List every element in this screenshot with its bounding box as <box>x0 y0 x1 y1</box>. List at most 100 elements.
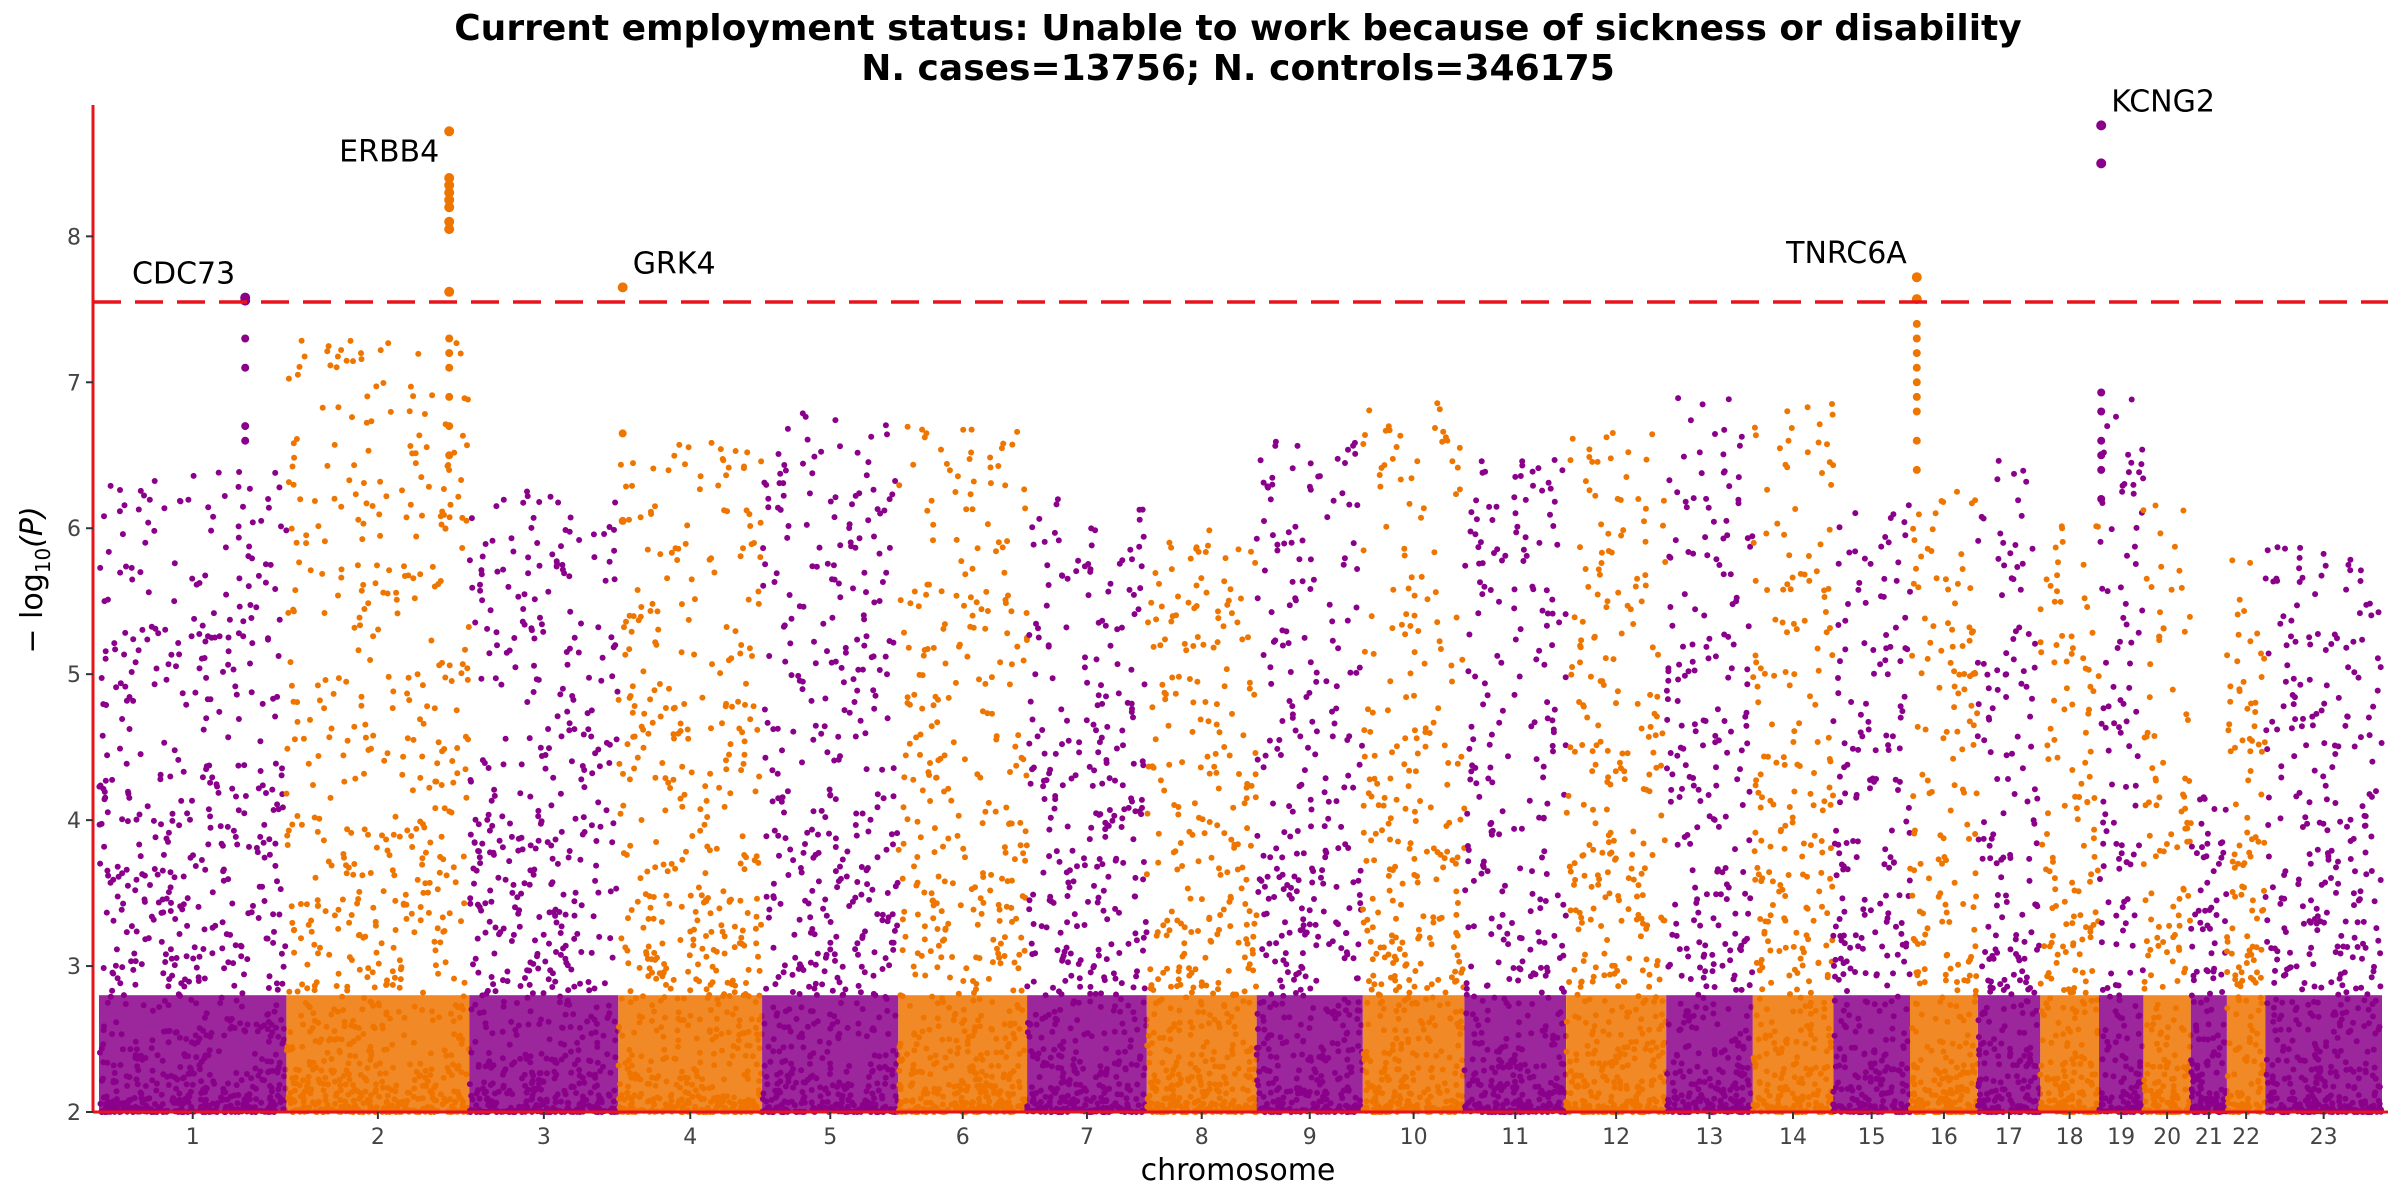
snp-point <box>180 901 187 908</box>
snp-point <box>702 870 709 877</box>
snp-point <box>225 634 232 641</box>
snp-point <box>167 908 174 914</box>
snp-point <box>369 969 376 976</box>
snp-point <box>1026 740 1033 747</box>
snp-point <box>930 915 937 922</box>
snp-point <box>439 914 446 921</box>
snp-point <box>756 967 763 974</box>
snp-point <box>723 472 730 479</box>
snp-point <box>662 705 669 711</box>
snp-point <box>911 588 918 595</box>
snp-point <box>396 957 403 964</box>
snp-point <box>1040 777 1047 784</box>
snp-point <box>1253 983 1259 990</box>
snp-point <box>207 813 214 820</box>
snp-point <box>180 873 187 880</box>
snp-point <box>357 622 363 629</box>
snp-point <box>884 671 890 678</box>
snp-point <box>731 944 738 951</box>
snp-point <box>752 925 759 932</box>
snp-point <box>963 506 970 513</box>
snp-point <box>721 803 728 810</box>
snp-point <box>869 886 876 893</box>
snp-point <box>1179 953 1186 960</box>
snp-point <box>478 571 485 578</box>
snp-point <box>1046 826 1053 833</box>
snp-point <box>1195 928 1201 934</box>
snp-point <box>1221 744 1228 750</box>
snp-point <box>590 531 597 538</box>
snp-point <box>1137 585 1144 592</box>
snp-point <box>699 945 706 952</box>
snp-point <box>1100 907 1107 914</box>
snp-point <box>685 735 692 742</box>
snp-point <box>758 921 764 928</box>
snp-point <box>725 464 732 471</box>
snp-point <box>731 989 738 996</box>
snp-point <box>358 702 365 709</box>
snp-point <box>175 756 182 763</box>
snp-point <box>165 983 172 990</box>
snp-point <box>416 432 423 439</box>
snp-point <box>886 544 893 551</box>
snp-point <box>717 670 724 677</box>
snp-point <box>740 465 747 472</box>
snp-point <box>1210 644 1217 651</box>
snp-point <box>723 766 730 773</box>
snp-point <box>864 881 871 888</box>
snp-point <box>617 810 624 817</box>
snp-point <box>835 733 842 740</box>
snp-point <box>947 974 953 981</box>
snp-point <box>695 961 701 968</box>
snp-point <box>720 888 727 895</box>
snp-point <box>1215 979 1222 986</box>
snp-point <box>293 436 300 442</box>
snp-point <box>643 949 650 955</box>
snp-point <box>879 766 886 773</box>
snp-point <box>1139 758 1146 765</box>
snp-point <box>424 703 431 710</box>
snp-point <box>1215 615 1222 622</box>
snp-point <box>489 537 496 544</box>
snp-point <box>510 931 517 938</box>
snp-point <box>1130 591 1137 598</box>
snp-point <box>1023 772 1030 779</box>
snp-point <box>212 922 219 929</box>
snp-point <box>911 863 917 870</box>
snp-point <box>294 813 301 819</box>
snp-point <box>1093 656 1100 663</box>
snp-point <box>1052 793 1059 799</box>
snp-point <box>807 929 814 936</box>
snp-point <box>558 543 564 550</box>
snp-point <box>1186 676 1193 682</box>
snp-point <box>918 952 925 959</box>
snp-point <box>571 983 578 990</box>
snp-point <box>417 917 424 924</box>
snp-point <box>160 970 167 977</box>
snp-point <box>579 831 586 838</box>
snp-point <box>799 678 806 685</box>
snp-point <box>406 408 413 415</box>
snp-point <box>419 682 426 689</box>
snp-point <box>822 954 829 961</box>
snp-point <box>195 974 202 981</box>
snp-point <box>124 818 131 825</box>
snp-point <box>824 648 830 655</box>
snp-point <box>296 559 303 566</box>
snp-point <box>160 909 167 916</box>
snp-point <box>264 935 271 942</box>
snp-point <box>121 651 128 658</box>
snp-point <box>1083 717 1090 724</box>
snp-point <box>800 849 807 856</box>
snp-point <box>762 561 769 568</box>
snp-point <box>1139 804 1145 811</box>
snp-point <box>747 716 754 723</box>
snp-point <box>402 891 409 898</box>
snp-point <box>763 833 770 840</box>
snp-point <box>315 950 321 957</box>
snp-point <box>485 765 492 771</box>
snp-point <box>970 478 977 485</box>
snp-point <box>1095 946 1102 953</box>
snp-point <box>1030 541 1037 548</box>
snp-point <box>245 583 252 590</box>
